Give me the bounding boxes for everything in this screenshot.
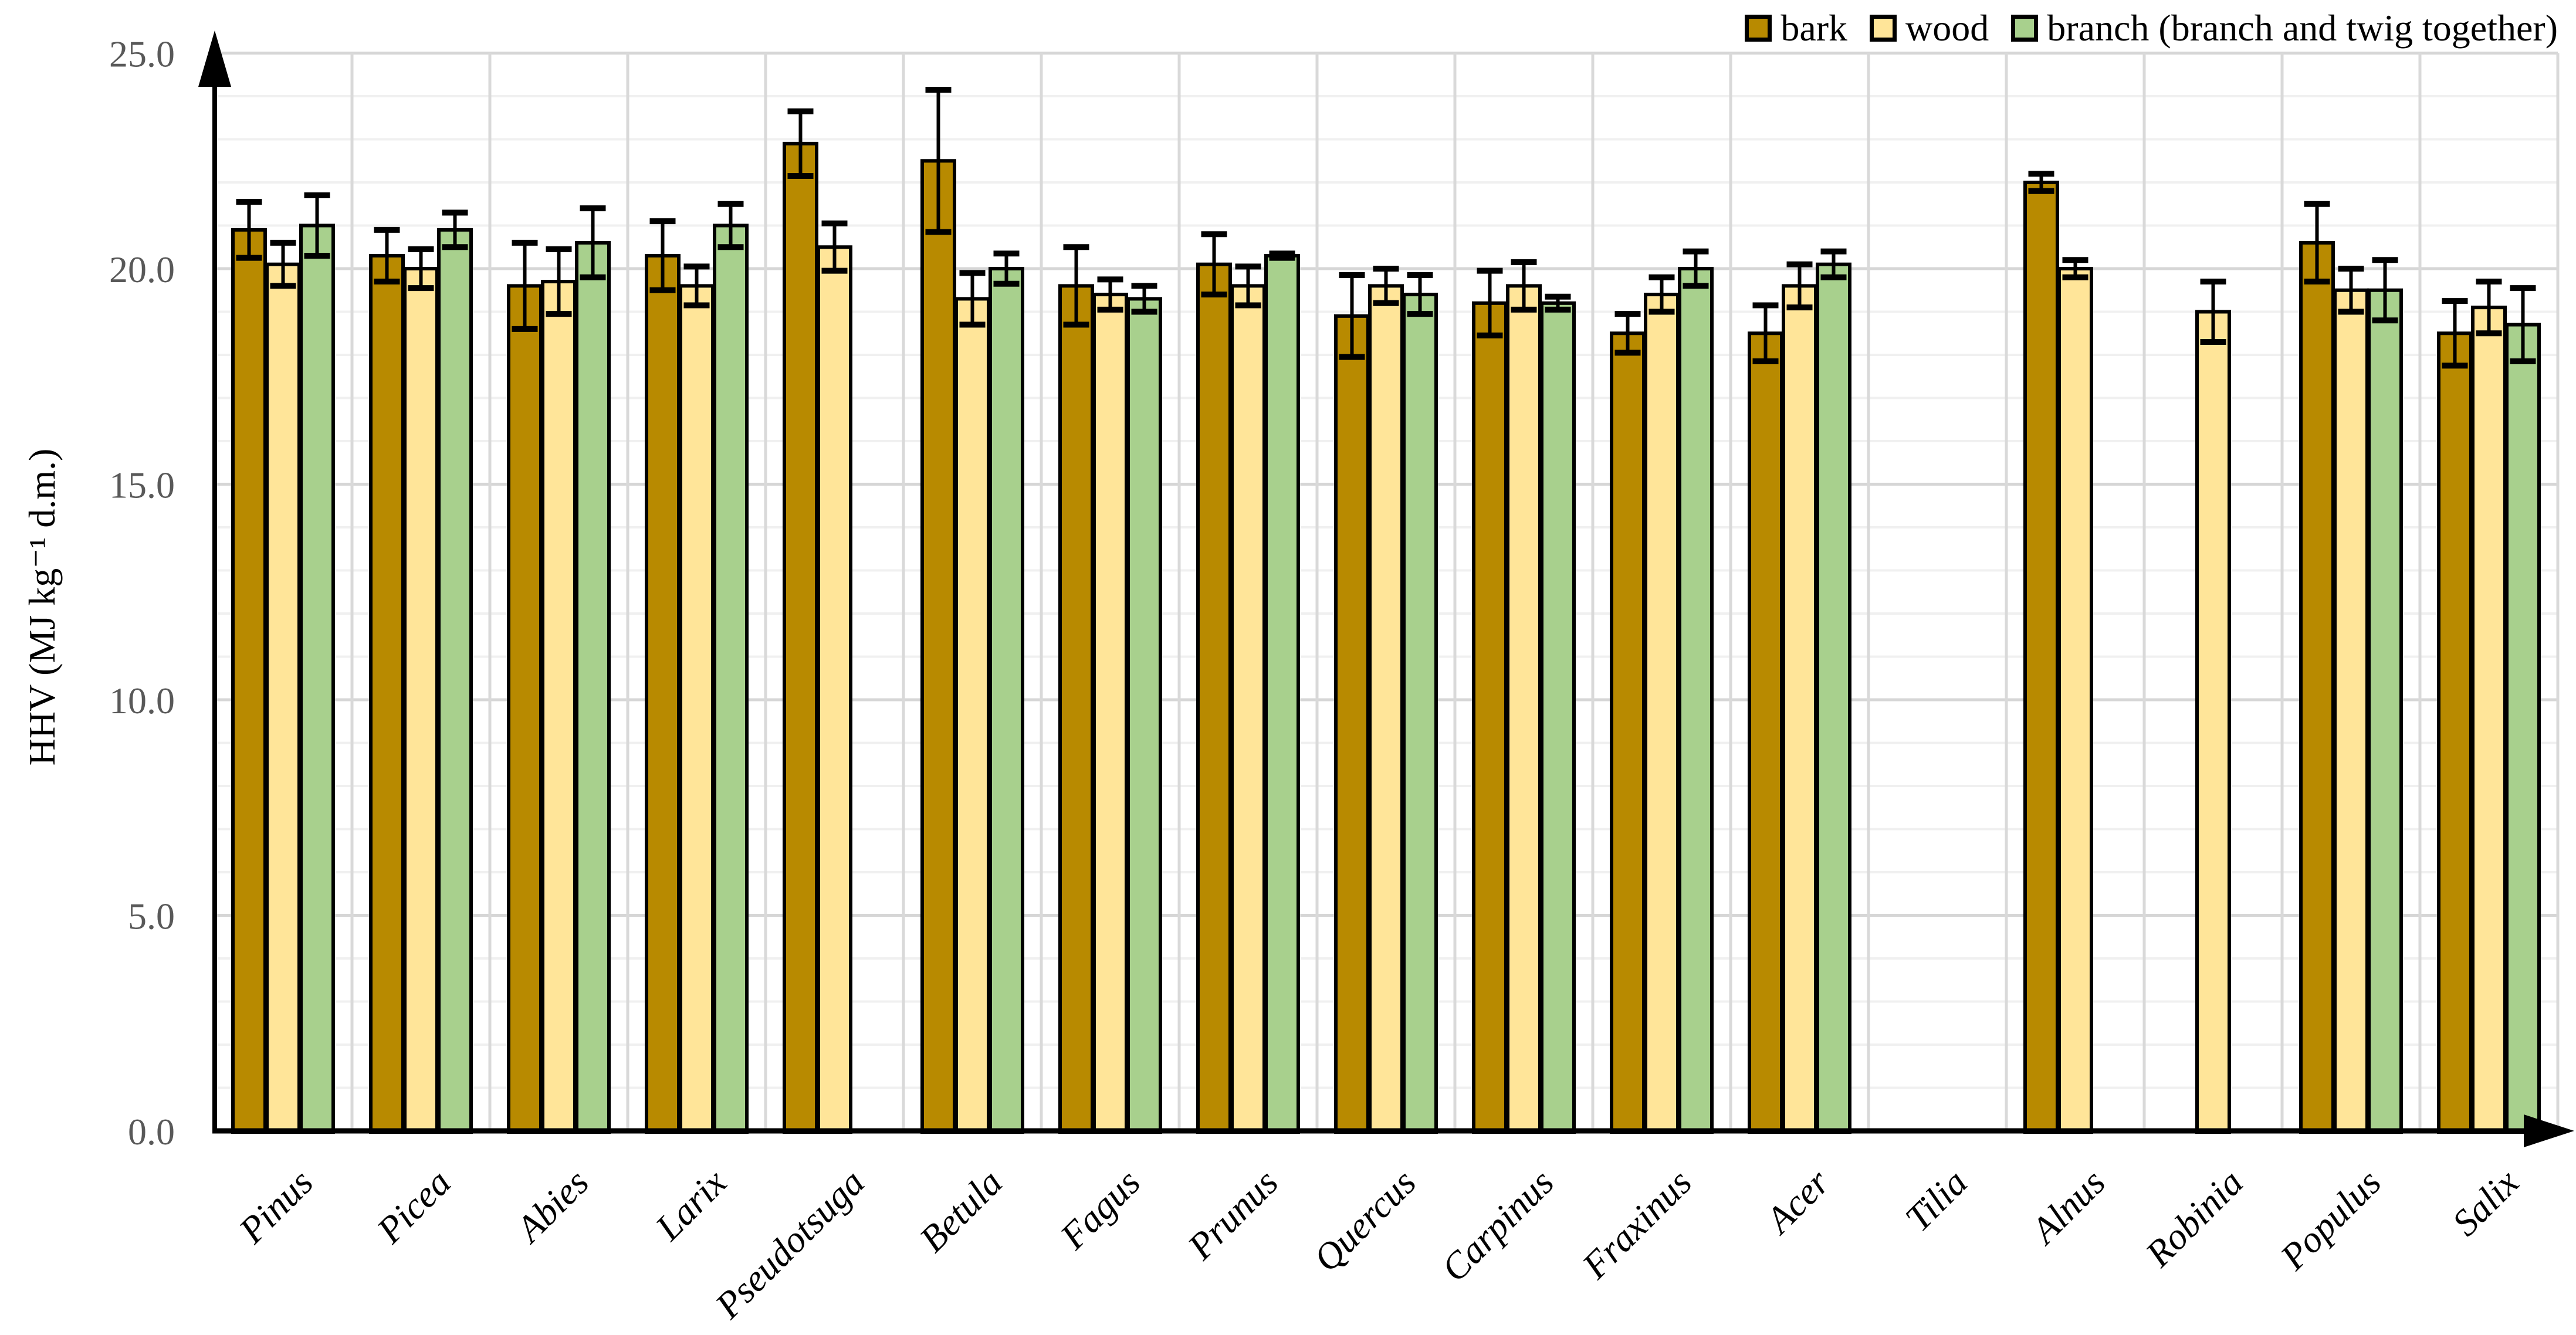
y-tick-label-10.0: 10.0 xyxy=(109,680,175,721)
x-category-label-salix: Salix xyxy=(2444,1161,2527,1244)
bar-abies-branch xyxy=(575,240,611,1134)
y-axis-title: HHV (MJ kg⁻¹ d.m.) xyxy=(21,448,63,766)
bar-prunus-wood xyxy=(1230,284,1266,1134)
bar-fraxinus-branch xyxy=(1678,267,1714,1134)
y-tick-label-5.0: 5.0 xyxy=(128,896,175,937)
legend-swatch-branch-icon xyxy=(2011,15,2039,42)
x-category-label-pinus: Pinus xyxy=(231,1161,321,1252)
bar-alnus-wood xyxy=(2057,267,2093,1134)
y-tick-label-20.0: 20.0 xyxy=(109,249,175,290)
y-tick-label-15.0: 15.0 xyxy=(109,465,175,506)
bar-fraxinus-wood xyxy=(1644,293,1680,1134)
bar-picea-wood xyxy=(403,267,439,1134)
bar-salix-wood xyxy=(2471,306,2507,1134)
bar-abies-bark xyxy=(507,284,543,1134)
bar-fagus-wood xyxy=(1092,293,1128,1134)
bar-pseudotsuga-wood xyxy=(817,245,852,1134)
bar-betula-wood xyxy=(954,297,990,1134)
legend-label-bark: bark xyxy=(1780,7,1848,49)
bar-pinus-wood xyxy=(265,262,301,1134)
x-category-label-alnus: Alnus xyxy=(2022,1161,2113,1253)
bar-prunus-bark xyxy=(1196,262,1232,1134)
legend-label-branch: branch (branch and twig together) xyxy=(2047,7,2558,49)
x-category-label-carpinus: Carpinus xyxy=(1433,1161,1562,1290)
bar-acer-bark xyxy=(1748,331,1783,1134)
x-category-label-quercus: Quercus xyxy=(1305,1161,1424,1280)
legend-item-bark: bark xyxy=(1745,9,1847,47)
x-category-label-abies: Abies xyxy=(506,1161,597,1252)
bar-larix-branch xyxy=(713,223,749,1134)
bar-larix-bark xyxy=(645,253,681,1134)
bar-acer-wood xyxy=(1782,284,1817,1134)
y-tick-label-0.0: 0.0 xyxy=(128,1111,175,1153)
x-category-label-fraxinus: Fraxinus xyxy=(1574,1161,1700,1287)
x-category-label-fagus: Fagus xyxy=(1052,1161,1148,1258)
bar-fraxinus-bark xyxy=(1610,331,1646,1134)
x-category-label-robinia: Robinia xyxy=(2137,1161,2251,1275)
y-tick-label-25.0: 25.0 xyxy=(109,33,175,75)
bar-acer-branch xyxy=(1816,262,1851,1134)
legend-swatch-wood-icon xyxy=(1870,15,1897,42)
bar-alnus-bark xyxy=(2023,181,2059,1134)
bar-robinia-wood xyxy=(2195,310,2231,1134)
legend-swatch-bark-icon xyxy=(1745,15,1772,42)
x-category-label-prunus: Prunus xyxy=(1179,1161,1286,1268)
bar-fagus-branch xyxy=(1126,297,1162,1134)
y-axis-arrow-icon xyxy=(198,31,231,87)
bar-quercus-bark xyxy=(1334,314,1370,1134)
bar-fagus-bark xyxy=(1058,284,1094,1134)
x-axis-arrow-icon xyxy=(2524,1114,2574,1147)
bar-quercus-wood xyxy=(1368,284,1404,1134)
bar-populus-branch xyxy=(2367,288,2403,1134)
bar-betula-bark xyxy=(920,159,956,1134)
legend-item-wood: wood xyxy=(1870,9,1989,47)
legend-item-branch: branch (branch and twig together) xyxy=(2011,9,2558,47)
legend: bark wood branch (branch and twig togeth… xyxy=(1745,9,2558,47)
x-category-label-pseudotsuga: Pseudotsuga xyxy=(707,1161,872,1327)
x-category-label-betula: Betula xyxy=(912,1161,1010,1260)
bar-betula-branch xyxy=(989,267,1024,1134)
legend-label-wood: wood xyxy=(1905,7,1989,49)
bar-carpinus-branch xyxy=(1540,301,1576,1134)
bar-prunus-branch xyxy=(1264,253,1300,1134)
bar-populus-bark xyxy=(2299,240,2335,1134)
bar-pseudotsuga-bark xyxy=(783,141,818,1134)
bar-picea-bark xyxy=(369,253,405,1134)
bar-quercus-branch xyxy=(1402,293,1438,1134)
x-category-label-acer: Acer xyxy=(1756,1161,1837,1242)
bar-salix-branch xyxy=(2505,323,2541,1134)
bar-pinus-branch xyxy=(299,223,335,1134)
bar-salix-bark xyxy=(2437,331,2473,1134)
bar-pinus-bark xyxy=(231,228,267,1134)
x-category-label-larix: Larix xyxy=(647,1161,734,1249)
bar-abies-wood xyxy=(541,280,577,1134)
bar-populus-wood xyxy=(2333,288,2369,1134)
x-category-label-tilia: Tilia xyxy=(1897,1161,1975,1239)
bar-carpinus-wood xyxy=(1506,284,1542,1134)
x-category-label-populus: Populus xyxy=(2272,1161,2389,1278)
bar-carpinus-bark xyxy=(1472,301,1508,1134)
x-category-label-picea: Picea xyxy=(368,1161,459,1252)
bar-picea-branch xyxy=(437,228,473,1134)
bar-larix-wood xyxy=(679,284,715,1134)
